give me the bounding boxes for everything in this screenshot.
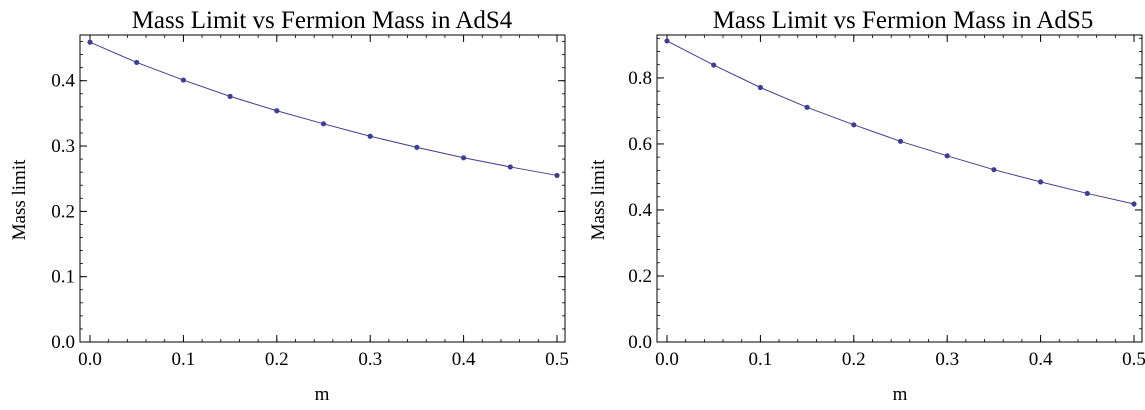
x-tick-label: 0.5 xyxy=(545,349,569,370)
data-point xyxy=(507,164,513,170)
y-tick-label: 0.2 xyxy=(628,266,652,287)
y-tick-label: 0.0 xyxy=(628,332,652,353)
data-point xyxy=(227,93,233,99)
data-point xyxy=(320,121,327,127)
y-tick-label: 0.4 xyxy=(51,71,75,92)
data-point xyxy=(1131,201,1137,207)
data-point xyxy=(554,172,560,179)
x-tick-label: 0.2 xyxy=(265,349,289,370)
y-tick-label: 0.8 xyxy=(628,68,652,89)
x-tick-label: 0.3 xyxy=(935,349,959,370)
series-layer xyxy=(87,39,560,179)
x-ticks: 0.0 0.1 0.2 0.3 0.4 0.5 xyxy=(78,35,569,370)
plot-frame xyxy=(79,34,566,343)
data-point xyxy=(1038,179,1044,185)
chart-ads5: Mass Limit vs Fermion Mass in AdS5 m Mas… xyxy=(588,7,1145,405)
data-point xyxy=(804,104,810,110)
data-point xyxy=(414,144,420,150)
x-ticks: 0.0 0.1 0.2 0.3 0.4 0.5 xyxy=(655,35,1145,370)
y-axis-label: Mass limit xyxy=(9,159,30,240)
y-tick-label: 0.0 xyxy=(51,332,75,353)
y-tick-label: 0.1 xyxy=(51,267,75,288)
data-point xyxy=(180,77,186,83)
chart-title: Mass Limit vs Fermion Mass in AdS5 xyxy=(713,7,1094,34)
x-tick-label: 0.2 xyxy=(842,349,866,370)
series-line xyxy=(666,40,1135,205)
data-point xyxy=(367,133,373,139)
x-tick-label: 0.0 xyxy=(78,349,102,370)
data-point xyxy=(757,84,764,91)
data-point xyxy=(711,62,717,68)
data-point xyxy=(1084,190,1090,197)
x-tick-label: 0.3 xyxy=(358,349,382,370)
data-point xyxy=(274,108,280,114)
series-line xyxy=(89,41,558,176)
data-point xyxy=(851,122,857,128)
data-point xyxy=(897,138,904,144)
chart-title: Mass Limit vs Fermion Mass in AdS4 xyxy=(132,7,513,34)
x-axis-label: m xyxy=(893,384,908,405)
chart-ads4: Mass Limit vs Fermion Mass in AdS4 m Mas… xyxy=(9,7,569,405)
x-tick-label: 0.1 xyxy=(172,349,196,370)
y-ticks: 0.0 0.1 0.2 0.3 0.4 xyxy=(51,41,565,353)
y-axis-label: Mass limit xyxy=(588,159,609,240)
x-tick-label: 0.4 xyxy=(452,349,476,370)
x-axis-label: m xyxy=(315,384,330,405)
y-ticks: 0.0 0.2 0.4 0.6 0.8 xyxy=(628,37,1142,353)
y-tick-label: 0.6 xyxy=(628,134,652,155)
y-tick-label: 0.3 xyxy=(51,136,75,157)
x-tick-label: 0.4 xyxy=(1029,349,1053,370)
data-point xyxy=(134,59,140,66)
x-tick-label: 0.0 xyxy=(655,349,679,370)
y-tick-label: 0.2 xyxy=(51,201,75,222)
data-point xyxy=(664,38,670,44)
y-tick-label: 0.4 xyxy=(628,200,652,221)
x-tick-label: 0.5 xyxy=(1122,349,1145,370)
data-point xyxy=(944,153,950,159)
series-layer xyxy=(664,38,1137,207)
data-point xyxy=(87,39,93,45)
data-point xyxy=(461,155,467,161)
x-tick-label: 0.1 xyxy=(749,349,773,370)
data-point xyxy=(991,167,997,173)
plot-frame xyxy=(656,34,1143,343)
